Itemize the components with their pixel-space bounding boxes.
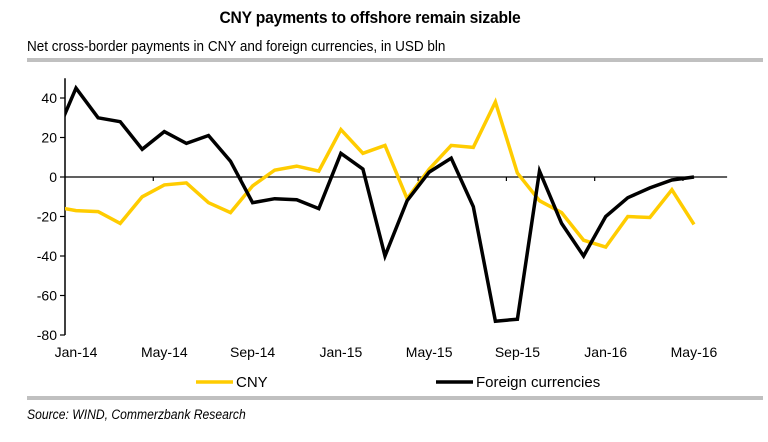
series-line-cny bbox=[65, 97, 696, 250]
y-axis: -80 -60 -40 -20 0 20 40 bbox=[37, 78, 66, 343]
chart-title: CNY payments to offshore remain sizable bbox=[219, 8, 521, 27]
y-tick-label: 40 bbox=[41, 90, 57, 106]
y-tick-label: -40 bbox=[37, 248, 57, 264]
x-tick-label: May-14 bbox=[141, 344, 188, 360]
x-axis: Jan-14 May-14 Sep-14 Jan-15 May-15 Sep-15 Jan-… bbox=[55, 176, 728, 360]
legend-label-cny: CNY bbox=[236, 374, 268, 391]
x-tick-label: May-15 bbox=[406, 344, 453, 360]
legend: CNY Foreign currencies bbox=[196, 374, 600, 391]
y-tick-label: 0 bbox=[49, 169, 57, 185]
x-tick-label: Sep-15 bbox=[495, 344, 540, 360]
y-tick-label: -20 bbox=[37, 209, 57, 225]
x-tick-label: Jan-16 bbox=[584, 344, 627, 360]
x-tick-label: Jan-14 bbox=[55, 344, 98, 360]
y-tick-label: 20 bbox=[41, 130, 57, 146]
x-tick-label: Sep-14 bbox=[230, 344, 275, 360]
legend-label-foreign-currencies: Foreign currencies bbox=[476, 374, 600, 391]
y-tick-label: -60 bbox=[37, 288, 57, 304]
series-line-foreign bbox=[65, 84, 695, 324]
source-note: Source: WIND, Commerzbank Research bbox=[27, 407, 246, 422]
x-tick-label: May-16 bbox=[671, 344, 718, 360]
chart-subtitle: Net cross-border payments in CNY and for… bbox=[27, 38, 446, 55]
series-group bbox=[65, 84, 696, 324]
x-tick-label: Jan-15 bbox=[319, 344, 362, 360]
y-tick-label: -80 bbox=[37, 327, 57, 343]
divider-bottom bbox=[27, 396, 763, 400]
divider-top bbox=[27, 58, 763, 62]
